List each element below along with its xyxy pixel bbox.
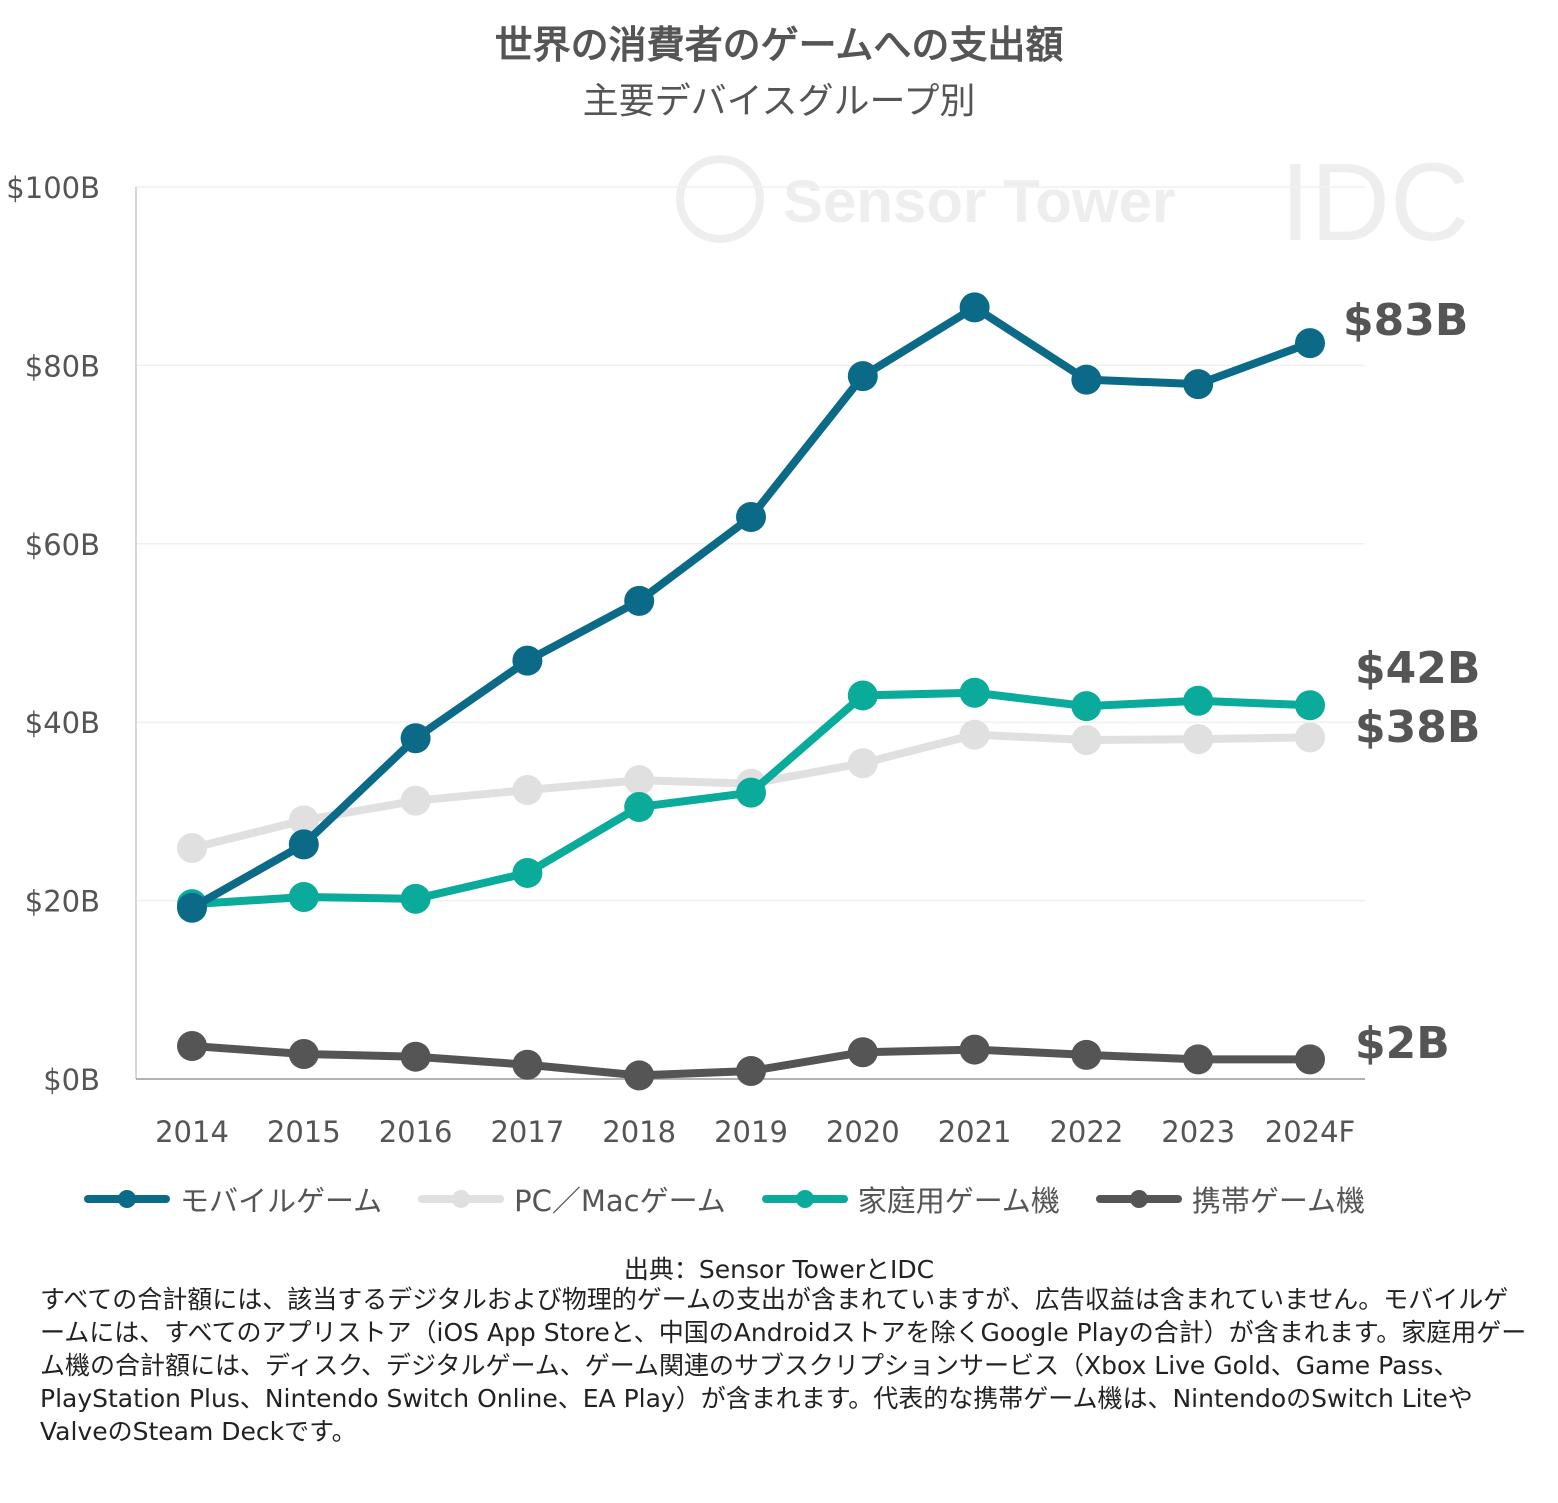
data-point (1295, 690, 1325, 721)
x-tick-label: 2022 (1049, 1115, 1123, 1149)
series-line (190, 303, 1312, 912)
footnote: すべての合計額には、該当するデジタルおよび物理的ゲームの支出が含まれていますが、… (40, 1285, 1527, 1446)
y-tick-label: $60B (25, 528, 100, 562)
data-point (959, 677, 990, 708)
data-point (512, 1049, 543, 1080)
legend-label: モバイルゲーム (180, 1184, 383, 1218)
data-point (624, 791, 655, 822)
data-point (1071, 691, 1102, 722)
data-point (400, 723, 431, 754)
data-point (959, 292, 990, 323)
legend: モバイルゲーム PC／Macゲーム 家庭用ゲーム機 携帯ゲーム機 (84, 1178, 1365, 1220)
x-tick-label: 2019 (714, 1115, 788, 1149)
legend-swatch-icon (761, 1190, 848, 1208)
x-tick-label: 2018 (602, 1115, 676, 1149)
legend-label: 家庭用ゲーム機 (857, 1184, 1060, 1218)
watermark: Sensor Tower IDC (676, 141, 1469, 264)
data-point (512, 645, 543, 676)
y-tick-label: $40B (25, 706, 100, 740)
x-tick-label: 2014 (155, 1115, 229, 1149)
data-point (288, 805, 319, 836)
data-point (624, 585, 655, 616)
data-point (1183, 685, 1214, 716)
end-value-label: $83B (1343, 295, 1468, 346)
x-tick-label: 2023 (1161, 1115, 1235, 1149)
data-point (177, 832, 207, 863)
watermark-sensor-tower: Sensor Tower (783, 168, 1175, 235)
data-point (847, 1037, 878, 1068)
legend-item: 携帯ゲーム機 (1095, 1178, 1366, 1220)
data-point (288, 1039, 319, 1070)
data-point (736, 1055, 766, 1086)
x-tick-label: 2016 (379, 1115, 453, 1149)
series-3: $2B (177, 1018, 1450, 1091)
data-point (400, 1041, 431, 1072)
data-point (1183, 369, 1214, 400)
data-point (177, 892, 207, 923)
data-point (512, 857, 543, 888)
x-tick-label: 2020 (826, 1115, 900, 1149)
data-point (1071, 725, 1102, 756)
legend-swatch-icon (84, 1190, 170, 1208)
sensor-tower-logo-icon (676, 155, 764, 243)
legend-label: 携帯ゲーム機 (1191, 1184, 1366, 1218)
chart-title: 世界の消費者のゲームへの支出額 (494, 23, 1064, 67)
legend-swatch-icon (1095, 1190, 1182, 1208)
data-point (959, 1034, 990, 1065)
end-value-label: $2B (1355, 1018, 1450, 1069)
data-point (288, 882, 319, 913)
data-point (400, 785, 431, 816)
end-value-label: $42B (1355, 643, 1480, 694)
legend-item: モバイルゲーム (84, 1178, 382, 1220)
data-point (1183, 724, 1214, 755)
data-point (1071, 364, 1102, 395)
data-point (847, 361, 878, 392)
data-point (1183, 1044, 1214, 1075)
source-note: 出典：Sensor TowerとIDC (623, 1255, 935, 1284)
data-point (1295, 1044, 1325, 1075)
y-tick-label: $0B (43, 1063, 100, 1097)
legend-item: 家庭用ゲーム機 (761, 1178, 1060, 1220)
x-tick-label: 2017 (490, 1115, 564, 1149)
watermark-idc: IDC (1280, 141, 1469, 264)
data-point (624, 765, 655, 796)
y-tick-label: $80B (25, 349, 100, 383)
chart-subtitle: 主要デバイスグループ別 (582, 81, 976, 122)
data-point (736, 777, 766, 808)
data-point (624, 1060, 655, 1091)
line-chart: Sensor Tower IDC $0B $20B $40B $60B $80B $100… (6, 141, 1480, 1149)
x-tick-label: 2024F (1265, 1115, 1355, 1149)
x-tick-label: 2021 (938, 1115, 1012, 1149)
series-0: $83B (177, 292, 1468, 923)
data-point (288, 829, 319, 860)
end-value-label: $38B (1355, 702, 1480, 753)
data-point (1295, 722, 1325, 753)
legend-item: PC／Macゲーム (418, 1178, 726, 1220)
x-tick-label: 2015 (267, 1115, 341, 1149)
data-point (400, 883, 431, 914)
data-point (959, 719, 990, 750)
data-point (1295, 328, 1325, 359)
data-point (847, 748, 878, 779)
y-tick-label: $20B (25, 885, 100, 919)
data-point (736, 502, 766, 533)
data-point (512, 774, 543, 805)
legend-swatch-icon (418, 1190, 505, 1208)
data-point (847, 680, 878, 711)
y-tick-label: $100B (6, 171, 100, 205)
data-point (177, 1030, 207, 1061)
legend-label: PC／Macゲーム (514, 1184, 726, 1218)
data-point (1071, 1039, 1102, 1070)
